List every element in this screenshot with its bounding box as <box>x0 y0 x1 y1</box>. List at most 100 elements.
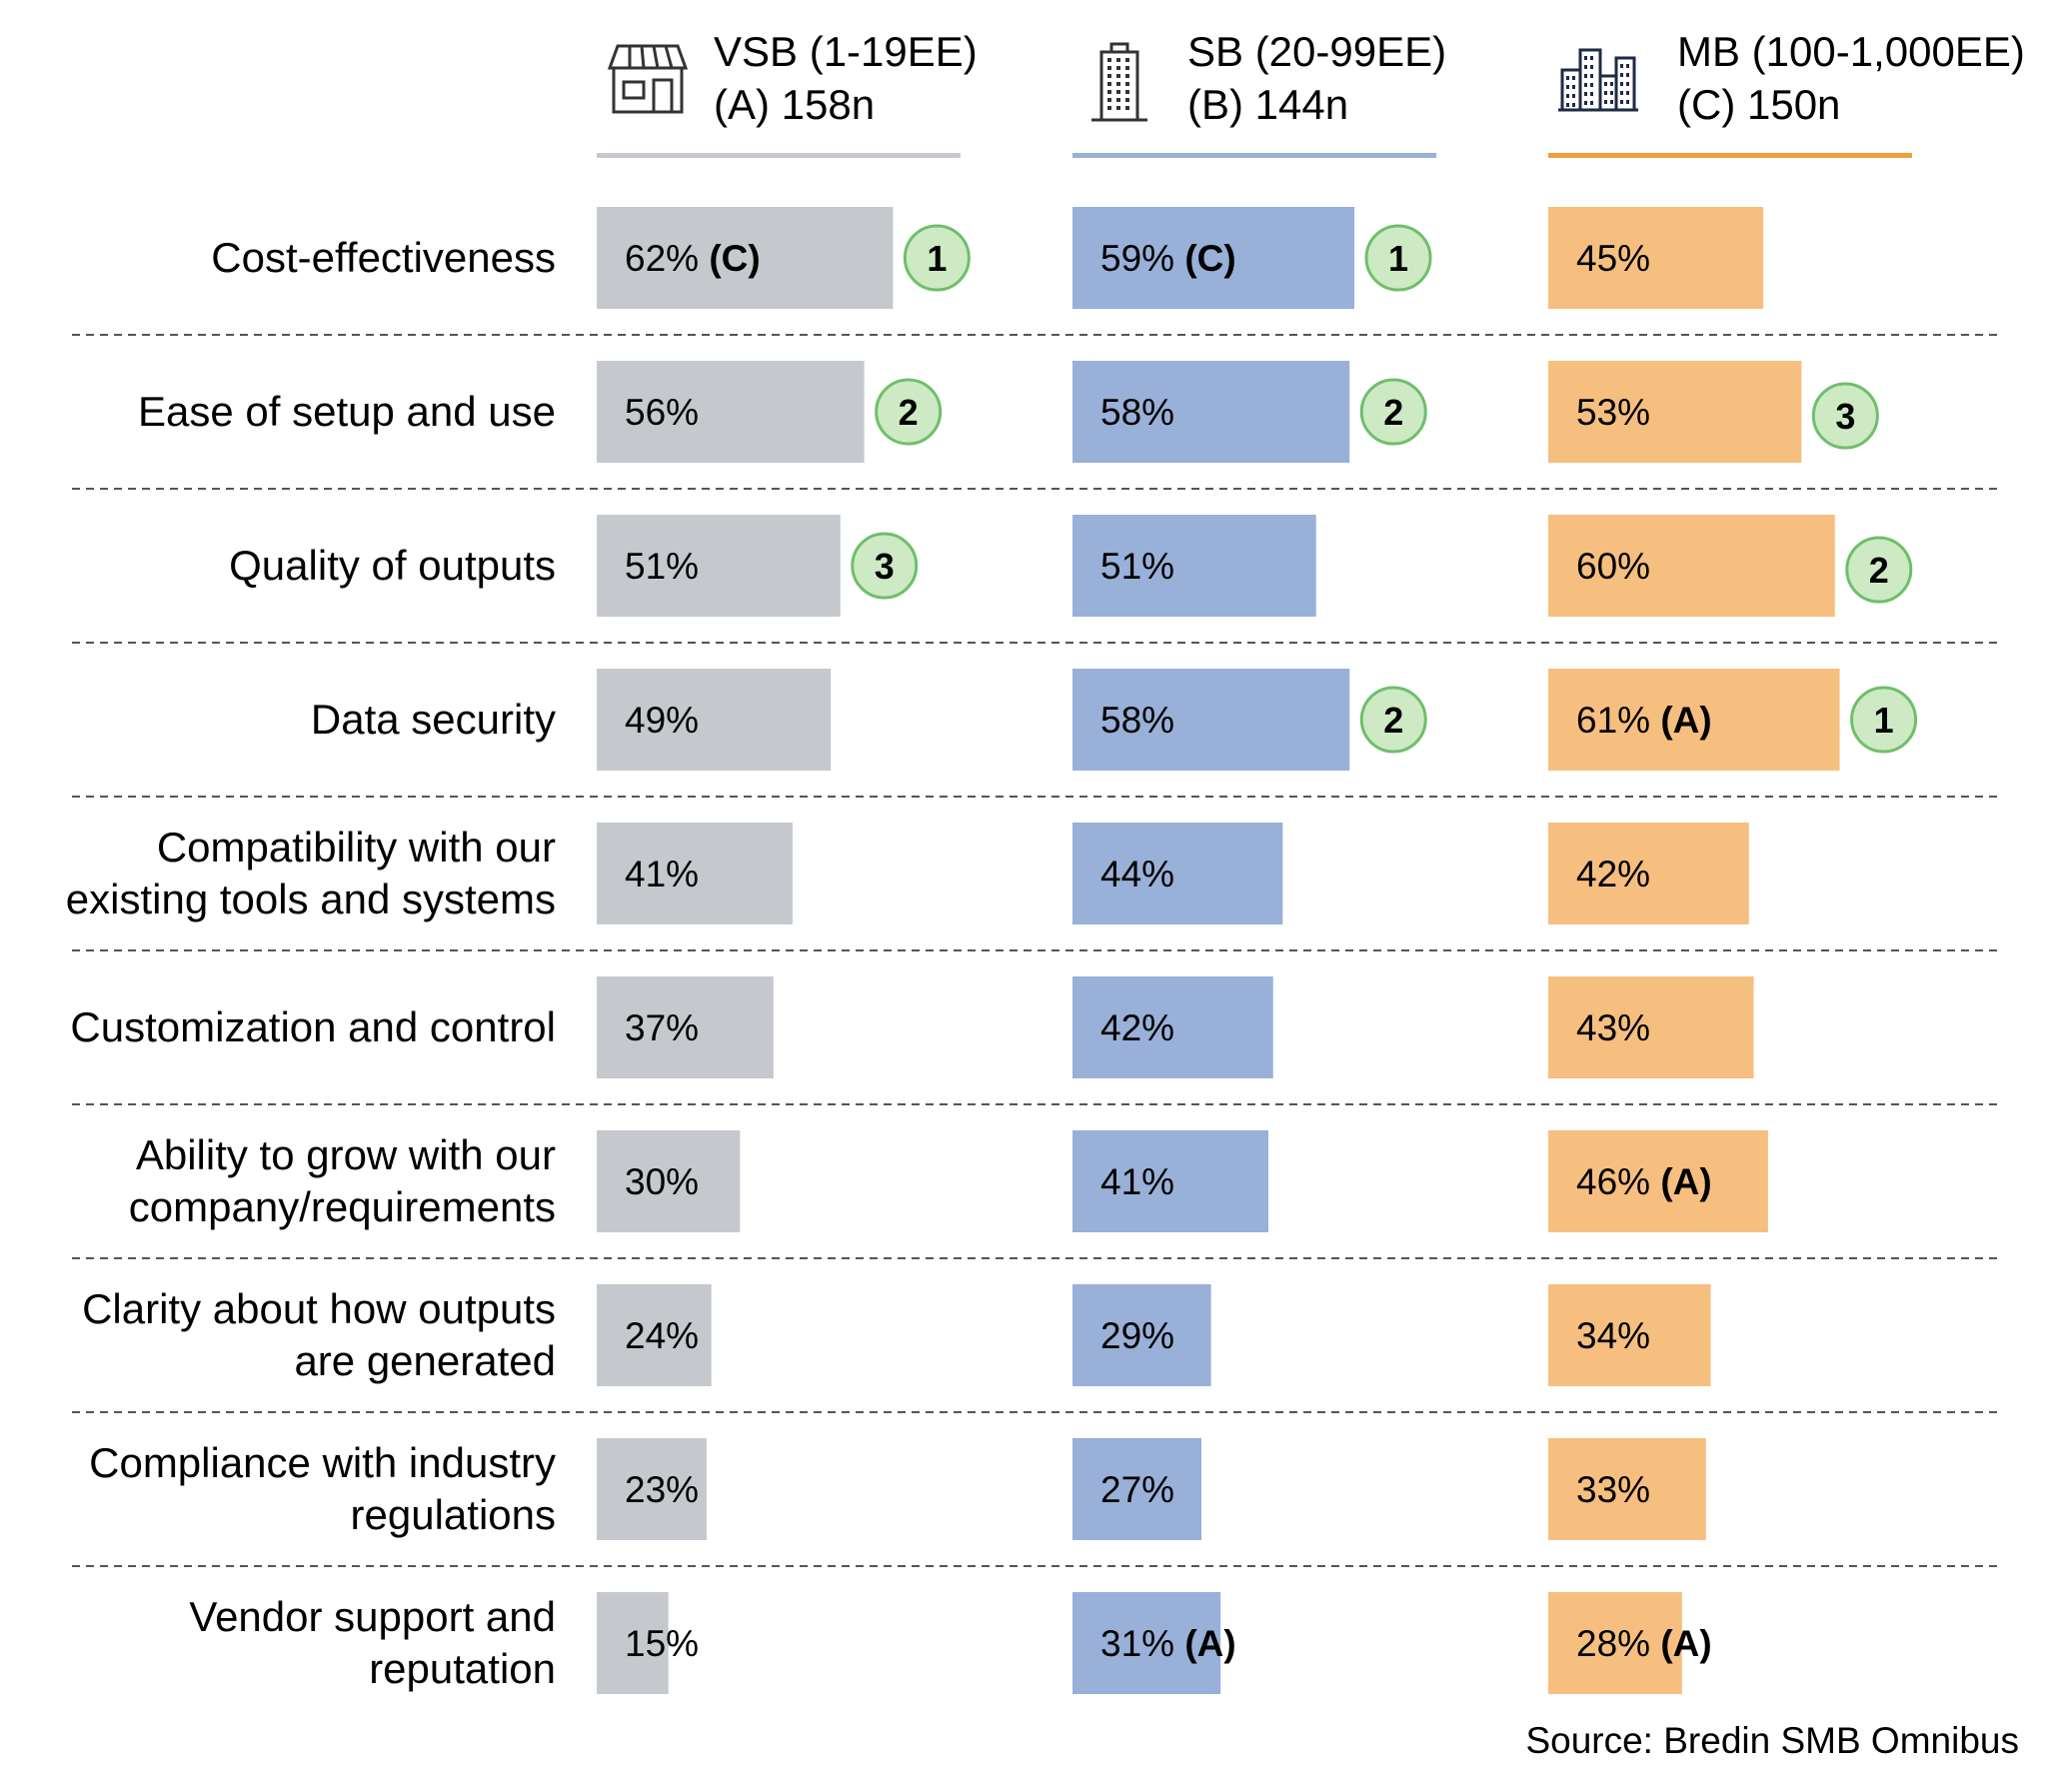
rank-number: 3 <box>875 546 895 587</box>
bar <box>1072 1592 1221 1694</box>
value-label: 56% <box>625 392 699 433</box>
value-text: 33% <box>1576 1469 1650 1510</box>
value-label: 27% <box>1100 1469 1174 1510</box>
category-label-line: Clarity about how outputs <box>82 1285 556 1332</box>
significance-marker: (A) <box>1650 700 1712 741</box>
bar <box>597 361 865 463</box>
office-building-icon <box>1091 42 1147 122</box>
category-label-line: Compliance with industry <box>89 1439 556 1486</box>
category-label-line: Data security <box>311 696 556 743</box>
bar <box>597 515 841 617</box>
value-label: 34% <box>1576 1315 1650 1356</box>
value-text: 59% <box>1100 238 1174 279</box>
bar <box>597 1592 669 1694</box>
rank-badge-circle <box>1359 686 1427 754</box>
bar <box>597 1438 707 1540</box>
bar <box>597 1130 741 1232</box>
value-text: 58% <box>1100 700 1174 741</box>
category-label-line: regulations <box>351 1491 556 1538</box>
bar <box>1072 361 1350 463</box>
series-name: MB (100-1,000EE) <box>1677 28 2025 75</box>
category-label: Cost-effectiveness <box>211 234 556 281</box>
value-text: 29% <box>1100 1315 1174 1356</box>
rank-badge-circle <box>903 224 971 292</box>
bar <box>1548 361 1802 463</box>
value-text: 60% <box>1576 546 1650 587</box>
category-label: Quality of outputs <box>229 542 556 589</box>
value-label: 58% <box>1100 392 1174 433</box>
header-rule <box>1548 153 1912 158</box>
series-sample-size: (A) 158n <box>714 81 875 128</box>
rank-badge: 2 <box>1359 686 1427 754</box>
category-label: Ease of setup and use <box>138 388 556 435</box>
rank-badge: 1 <box>1364 224 1432 292</box>
series-sample-size: (B) 144n <box>1187 81 1348 128</box>
value-label: 33% <box>1576 1469 1650 1510</box>
series-header: MB (100-1,000EE) (C) 150n <box>1548 28 2025 158</box>
value-text: 56% <box>625 392 699 433</box>
value-text: 46% <box>1576 1161 1650 1202</box>
bar <box>597 976 774 1078</box>
rank-number: 1 <box>927 238 947 279</box>
value-text: 58% <box>1100 392 1174 433</box>
category-label-line: reputation <box>369 1645 556 1692</box>
rank-number: 1 <box>1874 700 1894 741</box>
value-label: 31% (A) <box>1100 1623 1236 1664</box>
value-text: 31% <box>1100 1623 1174 1664</box>
bar <box>1072 976 1273 1078</box>
value-label: 37% <box>625 1007 699 1048</box>
value-text: 27% <box>1100 1469 1174 1510</box>
rank-badge: 3 <box>851 532 919 600</box>
bar <box>1548 1284 1711 1386</box>
value-label: 51% <box>625 546 699 587</box>
series-name: SB (20-99EE) <box>1187 28 1446 75</box>
value-label: 42% <box>1576 854 1650 894</box>
value-label: 41% <box>625 854 699 894</box>
value-text: 41% <box>625 854 699 894</box>
category-label-line: Vendor support and <box>189 1593 556 1640</box>
value-label: 59% (C) <box>1100 238 1236 279</box>
category-label-line: Quality of outputs <box>229 542 556 589</box>
rank-badge: 3 <box>1811 382 1879 450</box>
storefront-icon <box>607 44 689 114</box>
rank-badge: 2 <box>1845 536 1913 604</box>
bar <box>1548 669 1840 771</box>
value-label: 49% <box>625 700 699 741</box>
value-text: 61% <box>1576 700 1650 741</box>
category-label-line: Customization and control <box>70 1003 556 1050</box>
bar <box>1548 515 1835 617</box>
series-header: VSB (1-19EE) (A) 158n <box>597 28 978 158</box>
category-label: Clarity about how outputs are generated <box>82 1285 556 1384</box>
bar <box>1072 207 1355 309</box>
category-label: Data security <box>311 696 556 743</box>
rank-badge-circle <box>1850 686 1918 754</box>
value-label: 58% <box>1100 700 1174 741</box>
value-label: 29% <box>1100 1315 1174 1356</box>
value-label: 23% <box>625 1469 699 1510</box>
rank-number: 3 <box>1835 396 1855 437</box>
value-text: 34% <box>1576 1315 1650 1356</box>
category-label: Compatibility with our existing tools and… <box>66 824 556 922</box>
value-label: 53% <box>1576 392 1650 433</box>
rank-badge: 2 <box>1359 378 1427 446</box>
bar <box>1548 1130 1768 1232</box>
category-label-line: existing tools and systems <box>66 876 556 922</box>
significance-marker: (A) <box>1650 1161 1712 1202</box>
rank-badge-circle <box>1845 536 1913 604</box>
category-label-line: are generated <box>294 1337 556 1384</box>
category-label-line: Compatibility with our <box>157 824 556 871</box>
rank-number: 2 <box>1383 700 1403 741</box>
value-text: 24% <box>625 1315 699 1356</box>
significance-marker: (A) <box>1174 1623 1236 1664</box>
rank-badge: 1 <box>903 224 971 292</box>
value-text: 41% <box>1100 1161 1174 1202</box>
rank-badge-circle <box>851 532 919 600</box>
rank-badge: 2 <box>875 378 943 446</box>
value-text: 53% <box>1576 392 1650 433</box>
bar <box>1072 515 1316 617</box>
value-text: 62% <box>625 238 699 279</box>
value-label: 43% <box>1576 1007 1650 1048</box>
series-sample-size: (C) 150n <box>1677 81 1840 128</box>
category-label: Vendor support and reputation <box>189 1593 556 1692</box>
bar <box>1548 976 1754 1078</box>
